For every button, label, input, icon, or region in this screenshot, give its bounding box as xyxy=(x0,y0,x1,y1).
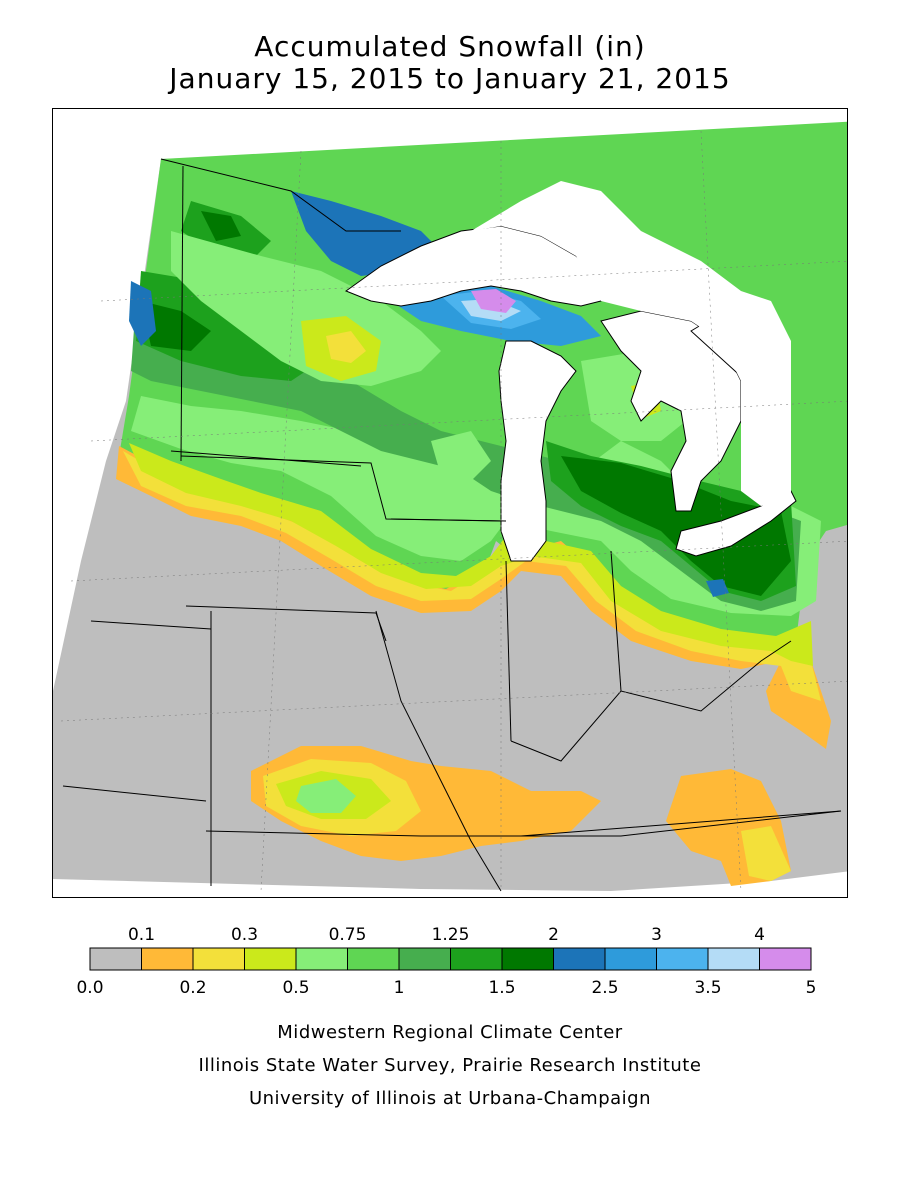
snow-blue-oh xyxy=(706,579,729,597)
border-ok-ks xyxy=(62,785,207,802)
legend-bottom-label-6: 3.5 xyxy=(694,978,721,998)
legend-top-label-5: 3 xyxy=(651,925,662,945)
border-ia-mo xyxy=(185,605,387,642)
border-in-oh xyxy=(610,550,622,692)
legend-swatch-7 xyxy=(450,947,503,971)
snow-east-yellow xyxy=(741,826,791,881)
lake-erie xyxy=(675,490,797,557)
border-ky-tn xyxy=(521,810,842,837)
legend-bottom-label-7: 5 xyxy=(806,978,817,998)
legend-swatch-13 xyxy=(759,947,812,971)
snow-purple-up xyxy=(471,289,516,313)
legend-swatch-0 xyxy=(89,947,142,971)
credit-mrcc: Midwestern Regional Climate Center xyxy=(277,1022,623,1043)
map-date-range: January 15, 2015 to January 21, 2015 xyxy=(169,62,731,95)
map-panel xyxy=(52,108,848,898)
border-sd-ne xyxy=(170,450,362,467)
border-ohio-river xyxy=(510,640,792,762)
snow-blue-west xyxy=(129,281,156,346)
legend-bottom-label-1: 0.2 xyxy=(179,978,206,998)
legend-swatch-10 xyxy=(604,947,657,971)
legend-bottom-label-4: 1.5 xyxy=(488,978,515,998)
credit-isws: Illinois State Water Survey, Prairie Res… xyxy=(198,1055,702,1076)
legend-swatch-9 xyxy=(553,947,606,971)
border-mississippi xyxy=(375,610,502,892)
legend-top-label-3: 1.25 xyxy=(432,925,470,945)
canada-land xyxy=(471,181,791,506)
legend-swatch-12 xyxy=(707,947,760,971)
legend-bottom-label-0: 0.0 xyxy=(76,978,103,998)
map-title: Accumulated Snowfall (in) xyxy=(254,30,646,63)
legend-top-label-0: 0.1 xyxy=(128,925,155,945)
legend-top-label-1: 0.3 xyxy=(231,925,258,945)
legend-swatch-3 xyxy=(244,947,297,971)
legend-top-label-2: 0.75 xyxy=(329,925,367,945)
border-us-canada xyxy=(160,158,401,232)
border-nd-mn xyxy=(180,165,184,462)
legend-swatch-11 xyxy=(656,947,709,971)
border-mo-ar xyxy=(205,810,842,837)
lake-michigan xyxy=(498,340,577,562)
border-ne-ks xyxy=(90,620,212,630)
legend-bottom-label-2: 0.5 xyxy=(282,978,309,998)
snow-south-green xyxy=(296,779,356,813)
lake-superior xyxy=(344,225,602,307)
legend-bottom-label-5: 2.5 xyxy=(591,978,618,998)
snow-lightgreen-patch-wi xyxy=(431,431,491,481)
snow-edge-lime xyxy=(129,443,813,666)
snow-green-deep-mn xyxy=(141,301,211,351)
legend-swatch-6 xyxy=(398,947,451,971)
legend-swatch-1 xyxy=(141,947,194,971)
credit-uiuc: University of Illinois at Urbana-Champai… xyxy=(248,1088,652,1109)
legend-swatch-8 xyxy=(501,947,554,971)
legend-top-label-6: 4 xyxy=(754,925,765,945)
legend-swatch-5 xyxy=(347,947,400,971)
legend-bottom-label-3: 1 xyxy=(394,978,405,998)
border-wi-il xyxy=(390,518,507,522)
snow-green-deepest-1 xyxy=(561,456,791,596)
snow-yellow-patch-mn xyxy=(326,331,366,363)
snow-green-top-2 xyxy=(201,211,241,241)
border-il-in xyxy=(505,560,512,742)
legend-swatch-2 xyxy=(192,947,245,971)
legend-top-label-4: 2 xyxy=(548,925,559,945)
legend-swatch-4 xyxy=(295,947,348,971)
snow-light-green xyxy=(131,396,821,616)
